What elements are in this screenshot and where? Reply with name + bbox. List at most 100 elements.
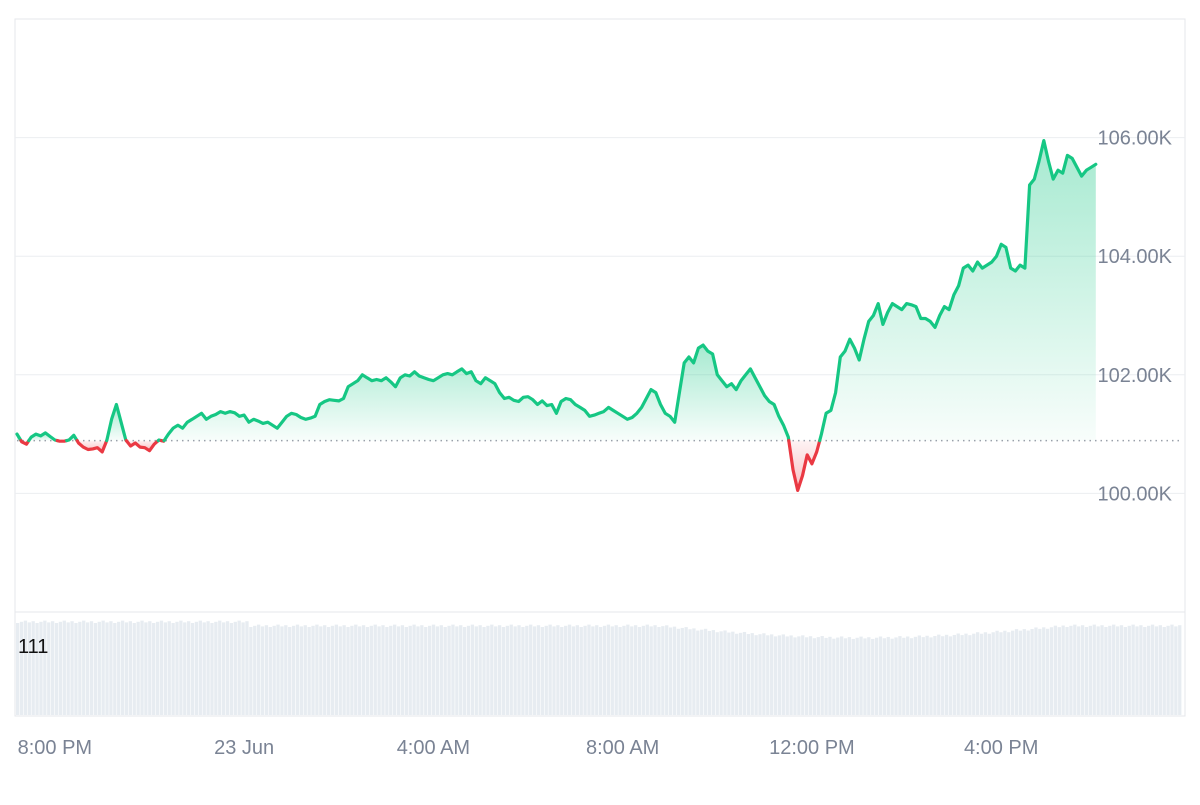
volume-bar — [529, 624, 533, 715]
volume-bar — [719, 631, 723, 715]
volume-bar — [836, 637, 840, 715]
volume-bar — [548, 624, 552, 715]
volume-bar — [614, 625, 618, 715]
volume-bar — [909, 638, 914, 715]
volume-bar — [478, 625, 482, 715]
volume-bar — [361, 625, 366, 715]
volume-bar — [128, 621, 133, 715]
volume-bar — [750, 633, 754, 715]
volume-bar — [74, 623, 78, 715]
volume-bar — [330, 625, 335, 715]
volume-bar — [381, 625, 385, 715]
volume-bar — [847, 637, 852, 715]
volume-bar — [863, 638, 867, 715]
volume-bar — [575, 625, 579, 715]
volume-bar — [459, 625, 463, 715]
volume-bar — [1065, 627, 1069, 715]
volume-bar — [155, 621, 160, 715]
volume-bar — [120, 620, 125, 715]
volume-bar — [789, 635, 793, 715]
volume-bar — [140, 620, 144, 715]
price-lines — [15, 139, 1098, 492]
volume-bar — [1104, 627, 1108, 715]
volume-bar — [941, 636, 945, 715]
volume-bar — [210, 623, 214, 715]
volume-bar — [462, 627, 467, 715]
volume-bar — [898, 636, 902, 715]
volume-bar — [214, 621, 218, 715]
volume-bar — [505, 625, 510, 715]
volume-bar — [595, 625, 599, 715]
volume-bar — [874, 637, 879, 715]
volume-bar — [229, 623, 234, 715]
volume-bar — [886, 636, 890, 715]
volume-bar — [198, 620, 202, 715]
volume-bar — [163, 622, 167, 715]
volume-bar — [62, 620, 66, 715]
volume-bar — [738, 632, 743, 715]
volume-bar — [637, 627, 642, 715]
volume-bar — [420, 625, 424, 715]
volume-bar — [350, 625, 354, 715]
volume-bar — [906, 636, 910, 715]
volume-bar — [513, 626, 517, 715]
volume-bar — [439, 625, 443, 715]
price-area-up-10 — [164, 345, 789, 441]
volume-bar — [633, 625, 638, 715]
volume-bar — [31, 621, 35, 715]
volume-bar — [443, 627, 447, 715]
volume-bar — [1154, 626, 1159, 715]
volume-bar — [676, 628, 681, 715]
volume-bar — [808, 636, 813, 715]
volume-bar — [494, 626, 498, 715]
volume-bar — [1073, 624, 1077, 715]
x-tick-label-3: 8:00 AM — [586, 737, 659, 759]
volume-bar — [43, 620, 47, 715]
volume-bar — [944, 634, 949, 715]
volume-bar — [665, 625, 669, 715]
volume-bar — [855, 637, 859, 715]
volume-bar — [746, 634, 750, 715]
volume-bar — [509, 624, 513, 715]
volume-bar — [451, 624, 455, 715]
volume-bar — [346, 627, 350, 715]
volume-bar — [47, 622, 51, 715]
volume-bar — [132, 623, 136, 715]
volume-bar — [688, 629, 692, 715]
volume-bar — [144, 622, 148, 715]
volume-bar — [692, 628, 696, 715]
volume-bar — [1150, 624, 1155, 715]
volume-bar — [342, 625, 346, 715]
volume-bar — [35, 623, 39, 715]
volume-bar — [1069, 625, 1073, 715]
volume-bar — [521, 627, 525, 715]
volume-bar — [859, 636, 863, 715]
volume-bar — [731, 631, 735, 715]
volume-bar — [661, 626, 665, 715]
volume-bar — [552, 626, 556, 715]
volume-bar — [999, 632, 1003, 715]
volume-bar — [190, 623, 195, 715]
volume-bar — [645, 624, 649, 715]
volume-bar — [1061, 625, 1065, 715]
y-tick-label-0: 100.00K — [1097, 483, 1172, 505]
volume-bar — [358, 626, 362, 715]
volume-bar — [377, 626, 381, 715]
volume-bar — [979, 633, 984, 715]
volume-bar — [1077, 626, 1081, 715]
volume-bar — [486, 625, 490, 715]
volume-bar — [766, 635, 770, 715]
volume-bar — [801, 635, 805, 715]
volume-bar — [925, 635, 929, 715]
x-tick-label-5: 4:00 PM — [964, 737, 1038, 759]
volume-bar — [657, 627, 661, 715]
volume-bar — [260, 626, 265, 715]
volume-bar — [1112, 624, 1116, 715]
volume-bar — [824, 637, 828, 715]
volume-bar — [365, 627, 370, 715]
volume-bar — [1100, 625, 1104, 715]
volume-bar — [1158, 625, 1162, 715]
volume-bar — [288, 627, 292, 715]
volume-bar — [218, 620, 222, 715]
volume-bar — [882, 638, 887, 715]
